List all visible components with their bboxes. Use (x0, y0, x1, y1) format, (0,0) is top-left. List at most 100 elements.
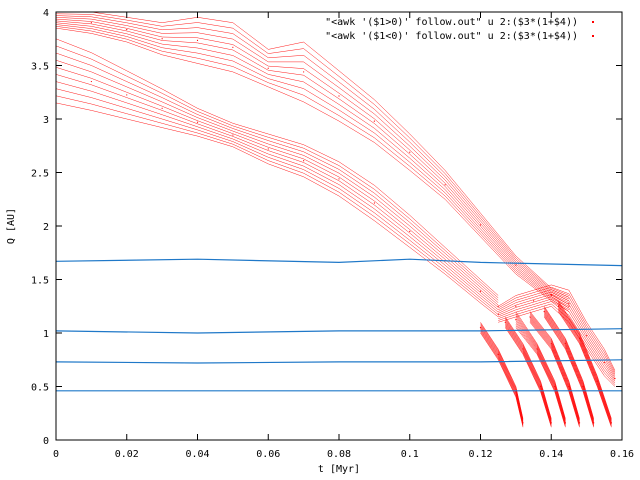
x-tick-label: 0.06 (256, 449, 280, 460)
data-point (536, 348, 538, 350)
data-point (515, 319, 517, 321)
band-strand (558, 311, 612, 428)
data-point (550, 343, 552, 345)
data-point (610, 422, 612, 424)
y-tick-label: 2 (43, 222, 49, 233)
band-strand (55, 102, 499, 318)
data-point (338, 95, 340, 97)
band-strand (55, 45, 499, 299)
band-strand (498, 294, 616, 378)
y-tick-label: 1.5 (31, 276, 49, 287)
data-point (550, 422, 552, 424)
band-strand (55, 38, 499, 296)
band-strand (55, 52, 499, 301)
band-strand (505, 320, 552, 422)
plot-frame (55, 11, 623, 441)
band-1-0 (55, 38, 499, 318)
band-strand (505, 327, 552, 428)
band-strand (498, 284, 616, 371)
y-tick-label: 3.5 (31, 62, 49, 73)
data-point (196, 39, 199, 41)
data-point (303, 160, 305, 162)
plot-marks (55, 11, 623, 428)
band-strand (55, 59, 499, 303)
band-strand (544, 310, 594, 423)
band-strand (505, 323, 552, 425)
band-strand (498, 301, 616, 384)
reference-line (55, 359, 623, 364)
data-point (522, 348, 524, 350)
band-strand (529, 315, 580, 422)
legend-entry-label: "<awk '($1<0)' follow.out" u 2:($3*(1+$4… (325, 31, 578, 42)
data-point (409, 151, 411, 153)
band-strand (55, 17, 569, 302)
data-point (550, 294, 552, 297)
band-strand (480, 325, 524, 422)
band-strand (480, 323, 524, 420)
band-strand (529, 318, 580, 425)
data-point (564, 343, 567, 345)
band-strand (558, 309, 612, 426)
band-strand (529, 317, 580, 424)
legend-swatch (592, 35, 594, 37)
data-point (373, 202, 375, 204)
data-point (586, 335, 588, 337)
band-strand (529, 322, 580, 428)
band-strand (498, 298, 616, 382)
data-point (267, 148, 269, 150)
x-tick-label: 0.02 (115, 449, 139, 460)
band-strand (544, 316, 594, 428)
band-strand (558, 306, 612, 424)
legend: "<awk '($1>0)' follow.out" u 2:($3*(1+$4… (325, 17, 594, 42)
band-strand (498, 306, 616, 387)
band-strand (505, 325, 552, 426)
y-axis-label: Q [AU] (6, 208, 17, 244)
data-point (126, 29, 128, 31)
x-tick-label: 0.12 (468, 449, 492, 460)
band-strand (529, 313, 580, 421)
band-strand (498, 289, 616, 375)
data-point (479, 224, 482, 226)
band-strand (55, 88, 499, 313)
band-strand (515, 322, 566, 425)
band-strand (55, 24, 570, 309)
y-tick-label: 0 (43, 436, 49, 447)
band-1-4 (529, 311, 581, 428)
data-point (267, 67, 269, 69)
band-strand (515, 318, 566, 423)
band-strand (480, 331, 524, 427)
x-tick-label: 0.04 (185, 449, 209, 460)
band-strand (55, 15, 569, 300)
band-strand (515, 320, 566, 424)
y-tick-label: 0.5 (31, 383, 49, 394)
data-point (568, 305, 570, 307)
x-tick-label: 0.14 (539, 449, 563, 460)
data-point (593, 422, 595, 424)
y-tick-label: 1 (43, 329, 49, 340)
band-strand (558, 305, 612, 423)
band-strand (558, 310, 612, 427)
data-point (522, 422, 524, 424)
data-point (582, 385, 584, 388)
band-strand (55, 13, 569, 298)
band-strand (480, 322, 524, 419)
band-strand (515, 313, 566, 420)
band-strand (498, 296, 616, 380)
data-point (373, 120, 375, 122)
data-point (232, 46, 234, 48)
data-point (444, 184, 446, 186)
data-point (504, 321, 506, 323)
band-strand (558, 307, 612, 425)
data-point (529, 316, 531, 318)
band-strand (480, 330, 524, 426)
data-point (532, 300, 535, 302)
data-point (409, 230, 411, 232)
band-strand (55, 67, 499, 306)
band-strand (480, 324, 524, 421)
data-point (196, 121, 199, 123)
band-strand (55, 18, 570, 303)
data-point (540, 385, 542, 388)
data-point (568, 302, 570, 305)
band-strand (55, 26, 570, 310)
data-point (568, 385, 570, 388)
